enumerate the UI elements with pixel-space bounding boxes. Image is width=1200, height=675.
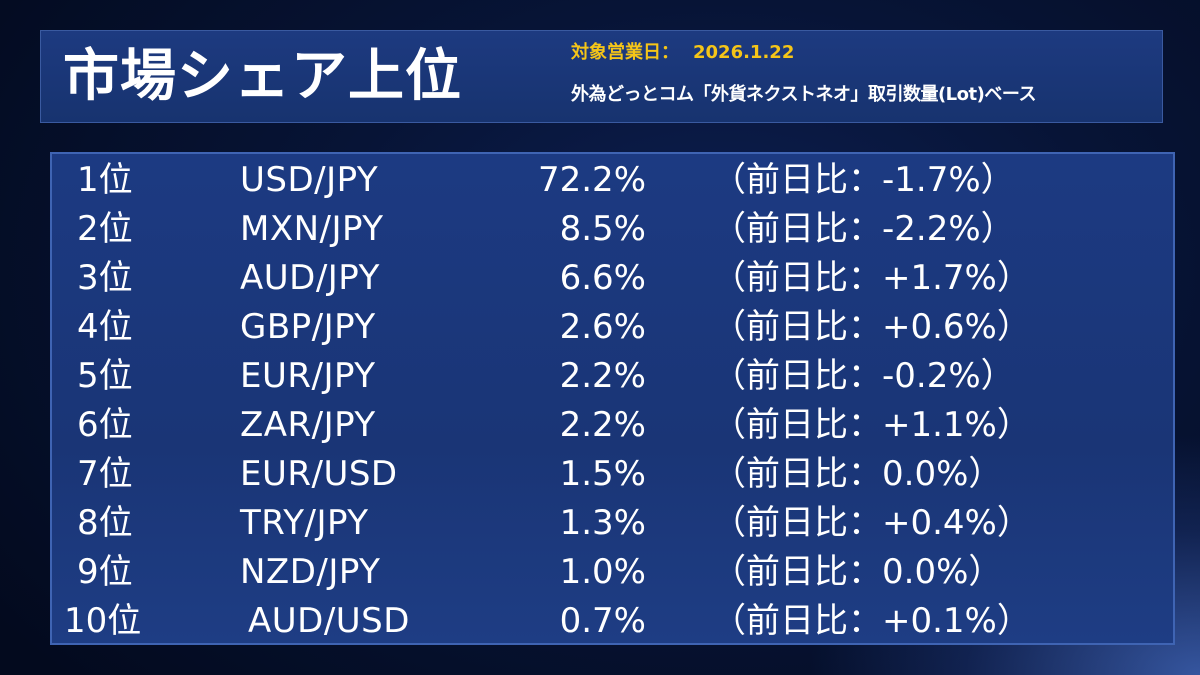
table-row: 9位 NZD/JPY 1.0% （前日比：0.0%） (52, 548, 1173, 596)
currency-pair: EUR/USD (240, 454, 398, 494)
rank-label: 10位 (64, 601, 142, 641)
table-row: 1位 USD/JPY 72.2% （前日比：-1.7%） (52, 156, 1173, 204)
day-over-day-change: （前日比：-0.2%） (712, 356, 1015, 396)
rank-label: 6位 (77, 405, 133, 445)
table-row: 4位 GBP/JPY 2.6% （前日比：+0.6%） (52, 303, 1173, 351)
market-share: 1.0% (559, 552, 646, 592)
table-row: 10位 AUD/USD 0.7% （前日比：+0.1%） (52, 597, 1173, 645)
market-share: 1.3% (559, 503, 646, 543)
currency-pair: ZAR/JPY (240, 405, 376, 445)
day-over-day-change: （前日比：0.0%） (712, 552, 1003, 592)
day-over-day-change: （前日比：+1.1%） (712, 405, 1031, 445)
rank-label: 4位 (77, 307, 133, 347)
table-row: 3位 AUD/JPY 6.6% （前日比：+1.7%） (52, 254, 1173, 302)
rank-label: 5位 (77, 356, 133, 396)
currency-pair: MXN/JPY (240, 209, 384, 249)
market-share: 6.6% (559, 258, 646, 298)
market-share: 2.6% (559, 307, 646, 347)
header-banner: 市場シェア上位 対象営業日： 2026.1.22 外為どっとコム「外貨ネクストネオ… (40, 30, 1163, 123)
market-share: 2.2% (559, 405, 646, 445)
market-share: 8.5% (559, 209, 646, 249)
data-basis-note: 外為どっとコム「外貨ネクストネオ」取引数量(Lot)ベース (571, 84, 1036, 105)
currency-pair: GBP/JPY (240, 307, 376, 347)
table-row: 2位 MXN/JPY 8.5% （前日比：-2.2%） (52, 205, 1173, 253)
day-over-day-change: （前日比：-1.7%） (712, 160, 1015, 200)
rank-label: 1位 (77, 160, 133, 200)
market-share: 0.7% (559, 601, 646, 641)
day-over-day-change: （前日比：+0.1%） (712, 601, 1031, 641)
business-date: 対象営業日： 2026.1.22 (571, 41, 794, 65)
day-over-day-change: （前日比：+0.6%） (712, 307, 1031, 347)
rank-label: 9位 (77, 552, 133, 592)
currency-pair: TRY/JPY (240, 503, 369, 543)
day-over-day-change: （前日比：-2.2%） (712, 209, 1015, 249)
day-over-day-change: （前日比：+1.7%） (712, 258, 1031, 298)
rank-label: 8位 (77, 503, 133, 543)
business-date-label: 対象営業日： (571, 42, 679, 63)
day-over-day-change: （前日比：0.0%） (712, 454, 1003, 494)
market-share: 2.2% (559, 356, 646, 396)
currency-pair: USD/JPY (240, 160, 379, 200)
currency-pair: AUD/USD (248, 601, 410, 641)
table-row: 6位 ZAR/JPY 2.2% （前日比：+1.1%） (52, 401, 1173, 449)
market-share: 1.5% (559, 454, 646, 494)
table-row: 5位 EUR/JPY 2.2% （前日比：-0.2%） (52, 352, 1173, 400)
rank-label: 3位 (77, 258, 133, 298)
currency-pair: NZD/JPY (240, 552, 381, 592)
rank-label: 2位 (77, 209, 133, 249)
table-row: 8位 TRY/JPY 1.3% （前日比：+0.4%） (52, 499, 1173, 547)
market-share: 72.2% (537, 160, 646, 200)
page-title: 市場シェア上位 (63, 44, 462, 109)
day-over-day-change: （前日比：+0.4%） (712, 503, 1031, 543)
table-row: 7位 EUR/USD 1.5% （前日比：0.0%） (52, 450, 1173, 498)
currency-pair: AUD/JPY (240, 258, 380, 298)
currency-pair: EUR/JPY (240, 356, 376, 396)
ranking-table: 1位 USD/JPY 72.2% （前日比：-1.7%） 2位 MXN/JPY … (50, 152, 1175, 645)
rank-label: 7位 (77, 454, 133, 494)
business-date-value: 2026.1.22 (693, 42, 795, 63)
